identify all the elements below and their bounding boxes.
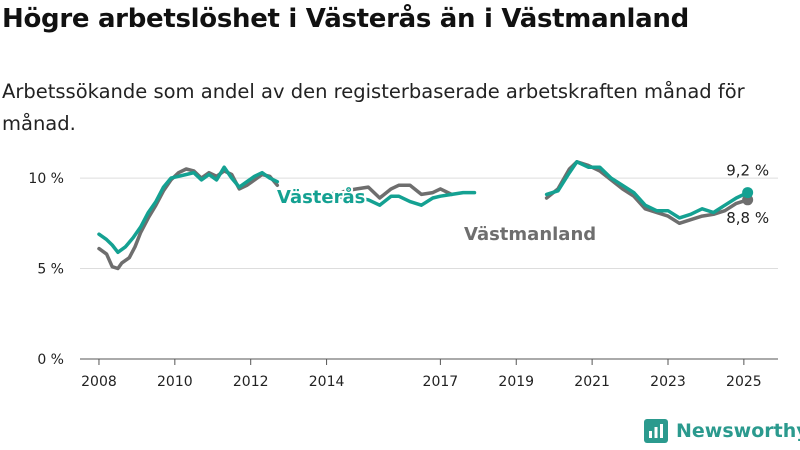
series-line-v-ster-s [332,190,477,207]
x-tick-label: 2014 [309,374,345,390]
chart-subtitle: Arbetssökande som andel av den registerb… [2,80,745,135]
x-tick-label: 2017 [423,374,459,390]
series-line-v-stmanland [97,167,280,271]
end-value-label-vasteras: 9,2 % [726,162,769,180]
newsworthy-logo: Newsworthy [644,419,800,443]
x-tick-label: 2025 [726,374,762,390]
x-tick-label: 2019 [498,374,534,390]
y-tick-label: 0 % [37,352,64,368]
brand-name: Newsworthy [676,420,800,442]
series-label-vastmanland: Västmanland [464,224,596,245]
x-tick-label: 2023 [650,374,686,390]
x-tick-label: 2008 [81,374,117,390]
series-line-v-stmanland [544,160,750,226]
x-tick-label: 2012 [233,374,269,390]
series-line-v-stmanland [332,183,454,200]
y-tick-label: 10 % [28,171,64,187]
x-tick-label: 2021 [574,374,610,390]
x-tick-label: 2010 [157,374,193,390]
chart-title: Högre arbetslöshet i Västerås än i Västm… [2,4,689,34]
series-label-vasteras: Västerås [277,186,365,208]
series-line-v-ster-s [544,160,750,220]
series-endpoint-v-ster-s [742,187,754,199]
bar-chart-logo-icon [644,419,668,443]
series-line-v-ster-s [97,165,280,255]
end-value-label-vastmanland: 8,8 % [726,209,769,227]
y-tick-label: 5 % [37,262,64,278]
